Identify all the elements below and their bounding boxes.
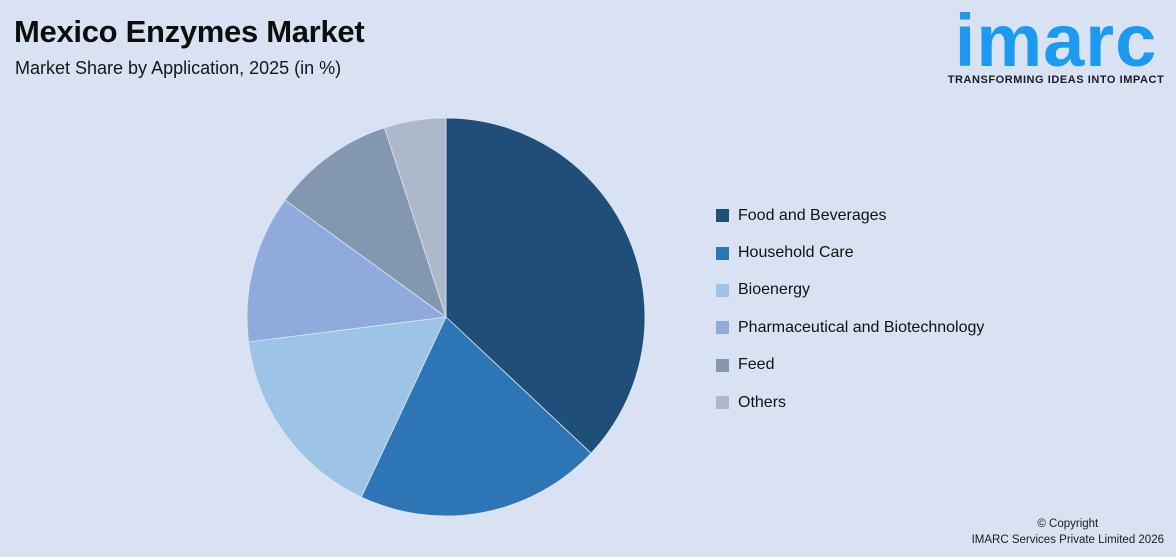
legend-swatch-household-care	[716, 246, 729, 260]
legend-item-bioenergy: Bioenergy	[716, 272, 984, 309]
copyright-line1: © Copyright	[1037, 517, 1099, 530]
legend-label: Food and Beverages	[738, 206, 887, 224]
imarc-logo-text: imarc	[954, 0, 1158, 82]
pie-slice-3	[246, 199, 447, 343]
copyright-notice: © Copyright IMARC Services Private Limit…	[972, 516, 1164, 549]
page-title: Mexico Enzymes Market	[14, 14, 365, 49]
pie-slice-2	[248, 316, 447, 498]
imarc-logo: imarc TRANSFORMING IDEAS INTO IMPACT	[938, 0, 1174, 87]
legend-item-feed: Feed	[716, 347, 984, 384]
pie-slice-1	[360, 316, 592, 517]
legend-item-household-care: Household Care	[716, 234, 984, 271]
pie-slice-4	[284, 127, 447, 318]
pie-chart	[246, 117, 646, 517]
legend-label: Pharmaceutical and Biotechnology	[738, 318, 985, 336]
page-subtitle: Market Share by Application, 2025 (in %)	[15, 58, 342, 78]
legend-swatch-food-and-beverages	[716, 209, 729, 223]
pie-slice-5	[384, 117, 447, 318]
legend-label: Household Care	[738, 244, 854, 262]
legend-item-food-and-beverages: Food and Beverages	[716, 197, 984, 234]
imarc-logo-tagline: TRANSFORMING IDEAS INTO IMPACT	[947, 74, 1165, 87]
pie-slice-0	[445, 117, 646, 454]
copyright-line2: IMARC Services Private Limited 2026	[971, 534, 1164, 547]
legend-swatch-others	[716, 396, 729, 410]
legend: Food and Beverages Household Care Bioene…	[716, 197, 984, 421]
legend-swatch-feed	[716, 358, 729, 372]
legend-swatch-pharmaceutical-and-biotechnology	[716, 321, 729, 335]
legend-label: Bioenergy	[738, 281, 811, 299]
legend-swatch-bioenergy	[716, 283, 729, 297]
legend-item-others: Others	[716, 384, 984, 421]
legend-label: Others	[738, 393, 787, 411]
legend-item-pharmaceutical-and-biotechnology: Pharmaceutical and Biotechnology	[716, 309, 984, 346]
legend-label: Feed	[738, 356, 775, 374]
